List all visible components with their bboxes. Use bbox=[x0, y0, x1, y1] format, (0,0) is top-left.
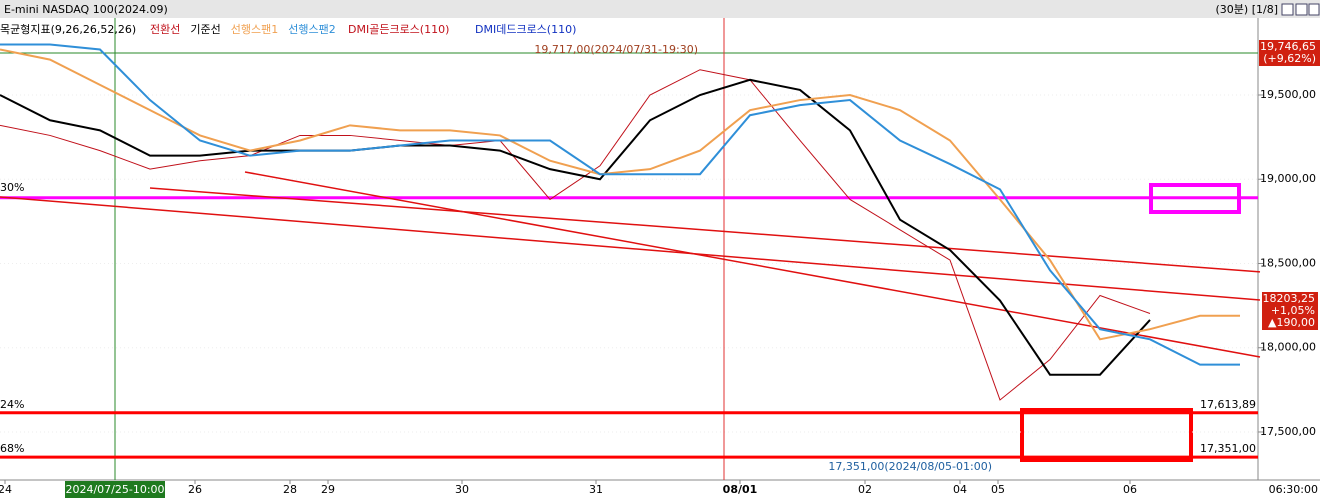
y-tick-label: 19,500,00 bbox=[1260, 88, 1316, 101]
x-tick-label: 26 bbox=[188, 483, 202, 496]
legend-entry: 선행스팬1 bbox=[231, 23, 278, 36]
title-bar bbox=[0, 0, 1320, 18]
x-tick-label: 05 bbox=[991, 483, 1005, 496]
level-label: 17,613,89 bbox=[1200, 398, 1256, 411]
legend-entry: 기준선 bbox=[190, 23, 220, 36]
annotation: 24% bbox=[0, 398, 24, 411]
price-label: 19,746,65 bbox=[1260, 40, 1316, 53]
x-tick-label: 31 bbox=[589, 483, 603, 496]
annotation: 19,717,00(2024/07/31-19:30) bbox=[534, 43, 698, 56]
cursor-label-bg bbox=[65, 481, 165, 498]
annotation: 17,351,00(2024/08/05-01:00) bbox=[828, 460, 992, 473]
price-label: (+9,62%) bbox=[1263, 52, 1316, 65]
price-label: 18203,25 bbox=[1263, 292, 1316, 305]
annotation: 30% bbox=[0, 181, 24, 194]
legend-entry: 전환선 bbox=[150, 23, 180, 36]
price-label: ▲190,00 bbox=[1268, 316, 1315, 329]
window-button[interactable] bbox=[1295, 3, 1308, 16]
x-tick-label: 30 bbox=[455, 483, 469, 496]
window-button[interactable] bbox=[1281, 3, 1294, 16]
trend-line bbox=[244, 171, 1261, 358]
series-line bbox=[0, 43, 1240, 366]
x-tick-label: 06 bbox=[1123, 483, 1137, 496]
x-tick-label: 28 bbox=[283, 483, 297, 496]
x-tick-label: 08/01 bbox=[723, 483, 758, 496]
y-tick-label: 17,500,00 bbox=[1260, 425, 1316, 438]
series-line bbox=[0, 69, 1151, 401]
period: (30분) [1/8] bbox=[1216, 3, 1278, 16]
x-tick-label: 02 bbox=[858, 483, 872, 496]
cursor-label: 2024/07/25-10:00 bbox=[65, 483, 164, 496]
x-tick-label: 04 bbox=[953, 483, 967, 496]
y-tick-label: 18,500,00 bbox=[1260, 256, 1316, 269]
highlight-box bbox=[1020, 408, 1193, 462]
annotation: 68% bbox=[0, 442, 24, 455]
price-label: +1,05% bbox=[1271, 304, 1315, 317]
trend-line bbox=[149, 187, 1261, 273]
level-label: 17,351,00 bbox=[1200, 442, 1256, 455]
trend-line bbox=[0, 196, 1261, 301]
legend: 목균형지표(9,26,26,52,26) DMI골든크로스(110) DMI데드… bbox=[0, 23, 576, 36]
price-box bbox=[1262, 292, 1318, 330]
y-tick-label: 18,000,00 bbox=[1260, 341, 1316, 354]
series-line bbox=[0, 78, 1151, 376]
annotation: DMI골든크로스(110) bbox=[348, 23, 449, 36]
window-button[interactable] bbox=[1308, 3, 1320, 16]
price-box bbox=[1259, 40, 1320, 66]
annotation: 06:30:00 bbox=[1269, 483, 1318, 496]
legend-entry: 선행스팬2 bbox=[288, 23, 335, 36]
y-tick-label: 19,000,00 bbox=[1260, 172, 1316, 185]
x-tick-label: 24 bbox=[0, 483, 12, 496]
series-line bbox=[0, 48, 1240, 341]
annotation: DMI데드크로스(110) bbox=[475, 23, 576, 36]
chart-title: E-mini NASDAQ 100(2024.09) bbox=[4, 3, 168, 16]
indicator-name: 목균형지표(9,26,26,52,26) bbox=[0, 23, 136, 36]
x-tick-label: 29 bbox=[321, 483, 335, 496]
